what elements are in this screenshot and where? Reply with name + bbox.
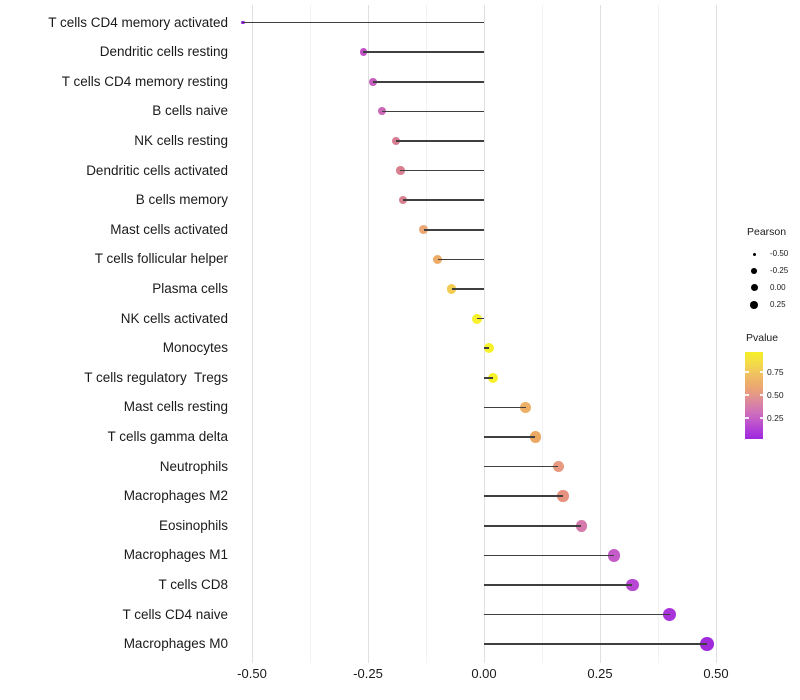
lollipop-dot <box>607 549 621 562</box>
y-axis-tick-label: Dendritic cells resting <box>99 44 228 60</box>
lollipop-stem <box>484 436 536 438</box>
pearson-legend-value: 0.00 <box>770 282 786 292</box>
lollipop-stem <box>484 406 526 409</box>
colorbar-tick <box>745 417 749 419</box>
y-axis-tick-label: B cells naive <box>152 103 228 119</box>
y-axis-tick-label: Monocytes <box>162 340 228 356</box>
y-axis-tick-label: Eosinophils <box>158 517 228 533</box>
x-axis-tick-label: 0.25 <box>587 666 613 681</box>
lollipop-dot <box>240 20 245 25</box>
pvalue-colorbar-gradient <box>745 352 763 439</box>
lollipop-stem <box>484 584 633 586</box>
y-axis-tick-label: T cells CD8 <box>158 577 228 592</box>
pearson-legend-key <box>745 263 763 279</box>
pearson-legend-dot-icon <box>750 300 758 309</box>
lollipop-stem <box>484 613 670 616</box>
lollipop-stem <box>437 258 484 261</box>
gridline-major <box>715 5 717 663</box>
lollipop-dot <box>472 313 483 324</box>
colorbar-tick <box>745 371 749 373</box>
y-axis-tick-label: Plasma cells <box>152 281 228 296</box>
colorbar-tick <box>759 417 763 419</box>
colorbar-tick <box>759 371 763 373</box>
y-axis-tick-label: NK cells activated <box>120 310 228 326</box>
gridline-major <box>599 5 601 663</box>
lollipop-stem <box>372 81 484 83</box>
gridline-major <box>367 5 369 663</box>
y-axis-tick-label: T cells follicular helper <box>94 251 228 267</box>
colorbar-tick <box>745 394 749 396</box>
colorbar-tick <box>759 394 763 396</box>
lollipop-stem <box>400 169 484 172</box>
lollipop-stem <box>484 347 489 349</box>
pvalue-legend-value: 0.25 <box>767 413 784 424</box>
y-axis-tick-label: Macrophages M1 <box>123 547 228 563</box>
gridline-minor <box>541 5 543 663</box>
pearson-legend-key <box>745 297 763 313</box>
y-axis-tick-label: Macrophages M0 <box>123 636 228 652</box>
pearson-legend-dot-icon <box>751 268 757 274</box>
y-axis-tick-label: T cells regulatory Tregs <box>84 369 228 385</box>
lollipop-dot <box>432 254 443 264</box>
x-axis-tick-label: 0.50 <box>703 666 729 681</box>
y-axis-tick-label: Neutrophils <box>159 458 228 474</box>
lollipop-stem <box>402 199 484 201</box>
lollipop-stem <box>423 229 484 231</box>
y-axis-tick-label: T cells CD4 memory resting <box>61 73 228 89</box>
pearson-legend-dot-icon <box>750 284 758 292</box>
pvalue-legend-value: 0.50 <box>767 390 784 401</box>
lollipop-stem <box>484 495 563 497</box>
lollipop-stem <box>484 465 559 468</box>
pearson-legend-dot-icon <box>752 252 756 256</box>
y-axis-tick-label: Mast cells resting <box>123 399 228 415</box>
lollipop-stem <box>363 51 484 53</box>
lollipop-dot <box>398 195 408 205</box>
y-axis-tick-label: NK cells resting <box>134 133 228 148</box>
gridline-major <box>251 5 253 663</box>
lollipop-stem <box>451 288 484 290</box>
pearson-legend-key <box>745 246 763 262</box>
lollipop-dot <box>483 343 494 354</box>
pearson-legend-title: Pearson <box>747 226 787 238</box>
lollipop-dot <box>557 490 569 502</box>
lollipop-stem <box>484 643 707 645</box>
y-axis-tick-label: Macrophages M2 <box>123 488 228 504</box>
y-axis-tick-label: B cells memory <box>135 192 228 208</box>
x-axis-tick-label: -0.50 <box>237 666 267 681</box>
gridline-minor <box>425 5 427 663</box>
pearson-legend-value: -0.50 <box>770 249 789 258</box>
pearson-legend-key <box>745 280 763 296</box>
pvalue-legend-title: Pvalue <box>746 332 779 344</box>
gridline-minor <box>309 5 311 663</box>
gridline-minor <box>657 5 659 663</box>
x-axis-tick-label: -0.25 <box>353 666 383 681</box>
pearson-legend-value: 0.25 <box>770 299 786 309</box>
lollipop-stem <box>242 21 484 24</box>
y-axis-tick-label: T cells CD4 naive <box>122 606 228 622</box>
lollipop-dot <box>396 166 405 175</box>
y-axis-tick-label: T cells CD4 memory activated <box>48 14 228 30</box>
lollipop-stem <box>477 317 484 320</box>
lollipop-dot <box>626 578 639 592</box>
x-axis-tick-label: 0.00 <box>471 666 497 681</box>
lollipop-stem <box>395 140 484 142</box>
gridline-major <box>483 5 485 663</box>
lollipop-dot <box>419 225 429 235</box>
y-axis-tick-label: T cells gamma delta <box>107 429 228 444</box>
lollipop-dot <box>520 401 532 413</box>
lollipop-stem <box>381 110 484 113</box>
lollipop-dot <box>488 372 499 383</box>
lollipop-dot <box>359 48 368 56</box>
y-axis-tick-label: Dendritic cells activated <box>86 162 228 178</box>
pvalue-legend-value: 0.75 <box>767 367 784 377</box>
y-axis-tick-label: Mast cells activated <box>110 221 228 237</box>
lollipop-dot <box>446 284 457 294</box>
lollipop-stem <box>484 554 614 557</box>
lollipop-stem <box>484 525 582 527</box>
lollipop-stem <box>484 377 494 379</box>
pearson-legend-value: -0.25 <box>770 265 789 275</box>
